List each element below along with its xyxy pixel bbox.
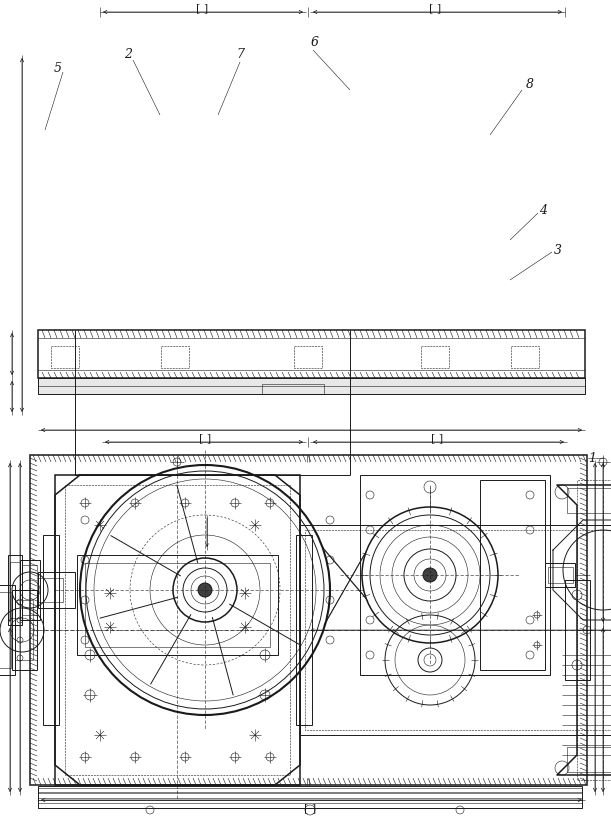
Text: [ ]: [ ] — [196, 3, 208, 13]
Bar — [38, 330, 585, 378]
Bar — [548, 567, 573, 583]
Bar — [360, 475, 550, 675]
Bar — [511, 346, 539, 368]
Bar — [15, 600, 33, 660]
Bar — [421, 346, 449, 368]
Bar — [10, 562, 20, 618]
Bar — [38, 378, 585, 394]
Bar — [262, 384, 324, 394]
Bar — [305, 530, 611, 730]
Circle shape — [423, 568, 437, 582]
Text: 8: 8 — [526, 78, 534, 92]
Bar — [577, 480, 611, 780]
Bar — [38, 572, 75, 608]
Bar — [565, 580, 590, 680]
Bar — [480, 480, 545, 670]
Bar — [161, 346, 189, 368]
Bar — [38, 578, 63, 602]
Bar — [567, 747, 611, 772]
Text: [ ]: [ ] — [304, 803, 316, 813]
Text: 2: 2 — [124, 49, 132, 62]
Bar — [30, 455, 587, 785]
Bar — [567, 488, 611, 513]
Bar — [55, 475, 300, 785]
Bar — [22, 565, 37, 615]
Bar — [545, 563, 575, 587]
Bar — [77, 555, 278, 655]
Bar — [12, 590, 37, 670]
Text: 6: 6 — [311, 35, 319, 49]
Text: 4: 4 — [539, 204, 547, 216]
Text: [ ]: [ ] — [199, 433, 211, 443]
Bar — [296, 535, 312, 725]
Bar — [65, 485, 290, 775]
Text: 1: 1 — [588, 451, 596, 464]
Bar — [85, 563, 270, 647]
Circle shape — [198, 583, 212, 597]
Bar — [43, 535, 59, 725]
Bar — [300, 525, 611, 735]
Bar — [0, 592, 11, 668]
Text: [ ]: [ ] — [431, 433, 443, 443]
Bar — [0, 585, 15, 675]
Bar — [51, 346, 79, 368]
Bar — [20, 560, 40, 620]
Text: 3: 3 — [554, 243, 562, 257]
Text: 7: 7 — [236, 49, 244, 62]
Bar — [38, 786, 582, 808]
Bar — [8, 555, 22, 625]
Bar — [294, 346, 322, 368]
Text: 5: 5 — [54, 62, 62, 74]
Text: [ ]: [ ] — [429, 3, 441, 13]
